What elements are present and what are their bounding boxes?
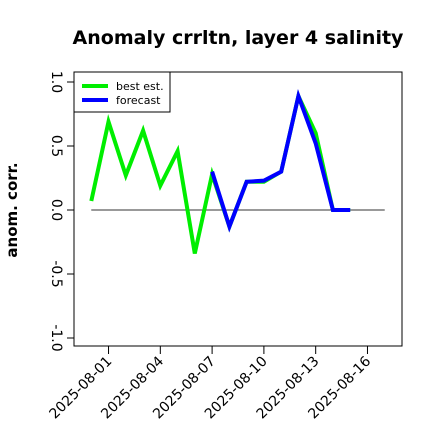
series-line-forecast — [210, 89, 351, 233]
y-tick-label: 0.5 — [48, 135, 64, 157]
legend-box — [73, 71, 171, 113]
y-tick-label: 0.0 — [48, 199, 64, 221]
legend-label-best-est: best est. — [116, 80, 164, 93]
series-line-best-est — [89, 89, 351, 254]
y-tick-label: -1.0 — [48, 324, 64, 351]
y-tick-label: -0.5 — [48, 260, 64, 287]
plot-frame — [73, 71, 403, 347]
y-tick-label: 1.0 — [48, 71, 64, 93]
legend: best est. forecast — [73, 71, 171, 113]
chart-title: Anomaly crrltn, layer 4 salinity — [73, 27, 404, 49]
legend-label-forecast: forecast — [116, 94, 161, 107]
y-axis-label: anom. corr. — [3, 162, 21, 257]
